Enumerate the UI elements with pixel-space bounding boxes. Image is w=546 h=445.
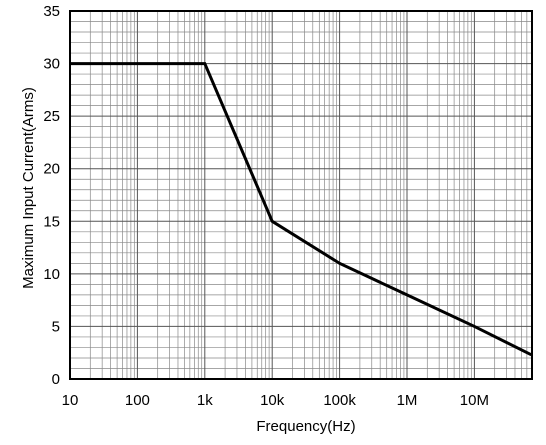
y-tick-label: 0 [52,371,60,388]
plot-frame [69,10,533,380]
x-tick-label: 10k [260,392,285,409]
series-line-0 [70,62,533,357]
x-tick-label: 1k [197,392,213,409]
x-tick-labels: 10 100 1k 10k 100k 1M 10M [62,392,489,409]
x-tick-label: 1M [397,392,418,409]
x-tick-label: 10 [62,392,79,409]
series-layer [70,62,533,357]
y-tick-label: 30 [43,56,60,73]
y-tick-label: 35 [43,3,60,20]
y-axis-title: Maximum Input Current(Arms) [20,87,37,289]
y-tick-labels: 0 5 10 15 20 25 30 35 [43,3,60,388]
y-tick-label: 25 [43,108,60,125]
x-tick-label: 100 [125,392,150,409]
minor-grid [70,11,532,379]
x-tick-label: 100k [323,392,356,409]
y-tick-label: 20 [43,161,60,178]
y-tick-label: 15 [43,213,60,230]
y-tick-label: 5 [52,318,60,335]
y-tick-label: 10 [43,266,60,283]
x-axis-title: Frequency(Hz) [256,418,355,435]
major-grid [69,10,532,380]
x-tick-label: 10M [460,392,489,409]
